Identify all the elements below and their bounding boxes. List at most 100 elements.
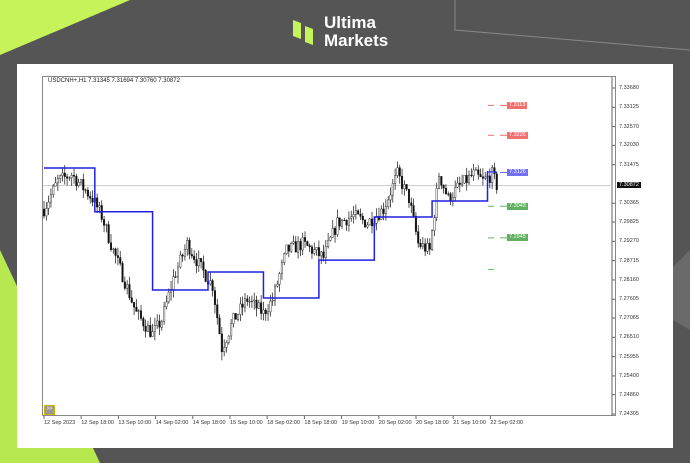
candle-body [306,241,309,246]
candle-body [479,174,482,177]
candle-body [264,309,267,315]
candle-body [98,205,101,208]
candle-body [260,302,263,314]
candle-body [56,178,59,184]
candle-body [449,193,452,202]
candle-body [126,284,129,289]
x-tick-label: 21 Sep 10:00 [453,420,486,426]
candle-body [165,301,168,307]
candle-body [186,240,189,250]
candle-body [197,258,200,267]
candle-body [73,175,76,177]
candle-body [267,311,270,315]
level-label: 7.2945 [507,234,528,242]
candle-body [232,313,235,325]
y-tick-label: 7.28715 [619,257,639,264]
y-tick-label: 7.24860 [619,391,639,398]
candle-body [79,179,82,183]
candle-body [174,276,177,278]
candle-body [149,325,152,337]
candle-body [484,176,487,179]
candle-body [142,318,145,327]
level-label: 7.3226 [507,131,528,139]
candle-body [163,306,166,322]
x-tick-label: 19 Sep 10:00 [341,420,375,426]
candle-body [262,309,265,314]
candle-body [209,280,212,285]
candle-body [426,243,429,252]
candle-body [130,297,133,303]
y-tick-label: 7.25955 [619,353,639,360]
candle-body [304,237,307,242]
candle-body [394,175,397,184]
candle-body [45,208,48,217]
candle-body [493,167,496,175]
candle-body [202,261,205,271]
candle-body [412,205,415,217]
y-tick-label: 7.29825 [619,219,639,226]
current-price-label: 7.30872 [617,181,641,188]
candle-body [257,302,260,309]
candle-body [278,273,281,285]
candle-body [368,218,371,226]
candle-body [158,320,161,328]
x-tick-label: 18 Sep 18:00 [304,420,338,426]
candle-body [340,219,343,227]
candle-body [114,248,117,256]
candle-body [438,176,441,189]
candle-body [491,167,494,183]
x-tick-label: 13 Sep 10:00 [118,420,152,426]
candle-body [421,243,424,247]
candle-body [419,243,422,247]
candle-body [495,173,498,191]
candle-body [241,303,244,308]
candle-body [140,310,143,319]
candle-body [322,251,325,258]
candle-body [345,220,348,226]
candle-body [230,323,233,337]
candle-body [317,247,320,257]
candle-body [343,219,346,221]
candle-body [313,249,316,254]
candle-body [86,190,89,197]
candle-body [253,299,256,302]
candle-body [320,251,323,257]
candle-body [391,183,394,196]
brand-name-line1: Ultima [324,13,376,32]
candle-body [89,195,92,199]
candle-body [387,199,390,207]
candle-body [481,176,484,179]
candle-body [371,218,374,227]
y-tick-label: 7.30365 [619,200,639,207]
candle-body [470,174,473,176]
brand-logo: Ultima Markets [292,14,388,50]
candle-body [250,300,253,302]
candle-body [176,266,179,278]
candle-body [287,244,290,252]
candle-body [417,231,420,244]
candle-body [188,240,191,255]
level-label: 7.3113 [507,101,528,109]
candle-body [82,179,85,191]
candle-body [315,247,318,250]
candle-body [61,172,64,176]
candle-body [96,197,99,208]
candle-body [384,206,387,214]
candle-body [338,217,341,227]
candle-body [84,189,87,191]
candle-body [183,249,186,257]
candle-body [66,176,69,179]
candle-body [324,246,327,258]
y-tick-label: 7.32030 [619,142,639,149]
candle-body [292,241,295,244]
scroll-shift-button[interactable]: >> [44,405,55,415]
level-label: 7.3126 [507,168,528,176]
candle-body [77,182,80,186]
candle-body [151,331,154,337]
candle-body [440,176,443,186]
candle-body [334,228,337,235]
candle-body [112,248,115,250]
candle-body [301,237,304,251]
y-tick-label: 7.26510 [619,334,639,341]
candle-body [103,219,106,226]
